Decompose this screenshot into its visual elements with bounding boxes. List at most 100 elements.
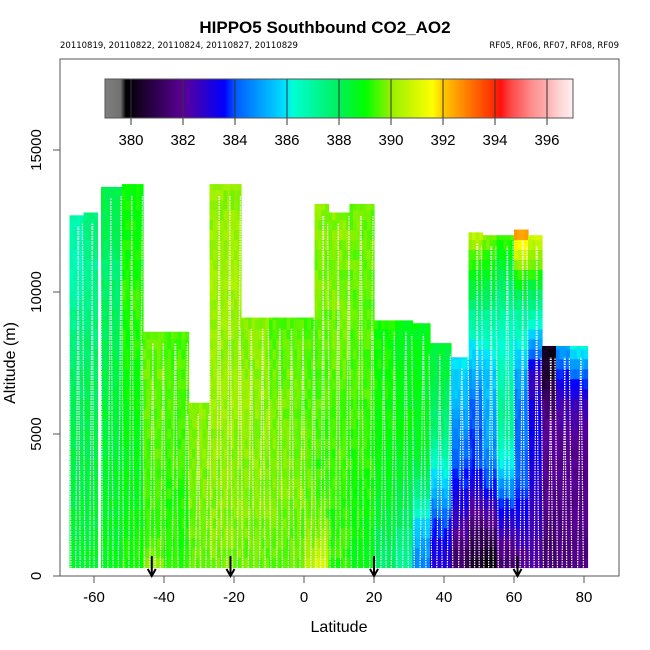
heatmap-cell [493, 358, 498, 370]
heatmap-cell [160, 537, 165, 549]
heatmap-cell [493, 235, 498, 241]
flight-track [466, 243, 471, 568]
heatmap-cell [486, 368, 491, 380]
heatmap-cell [542, 438, 547, 449]
heatmap-cell [129, 448, 134, 459]
heatmap-cell [489, 235, 494, 241]
heatmap-cell [549, 557, 554, 569]
heatmap-cell [479, 478, 484, 489]
heatmap-cell [115, 388, 120, 400]
heatmap-cell [370, 378, 375, 390]
heatmap-cell [258, 398, 263, 410]
heatmap-cell [346, 478, 351, 489]
heatmap-cell [405, 547, 410, 559]
heatmap-cell [251, 557, 256, 569]
heatmap-cell [132, 289, 137, 300]
heatmap-cell [517, 338, 522, 350]
heatmap-cell [111, 378, 116, 390]
heatmap-cell [388, 517, 393, 529]
heatmap-cell [157, 537, 162, 549]
heatmap-cell [454, 517, 459, 529]
heatmap-cell [370, 478, 375, 489]
flight-track [461, 368, 465, 568]
heatmap-cell [398, 358, 403, 370]
heatmap-cell [122, 468, 127, 479]
heatmap-cell [69, 279, 74, 290]
heatmap-cell [241, 388, 246, 400]
heatmap-cell [153, 557, 158, 569]
heatmap-cell [223, 478, 228, 489]
heatmap-cell [269, 418, 274, 429]
heatmap-cell [139, 527, 144, 539]
heatmap-cell [167, 358, 172, 370]
heatmap-cell [283, 338, 288, 350]
heatmap-cell [363, 458, 368, 469]
heatmap-cell [566, 468, 571, 479]
heatmap-cell [524, 507, 529, 519]
heatmap-cell [367, 299, 372, 310]
heatmap-cell [146, 428, 151, 439]
heatmap-cell [150, 547, 155, 559]
heatmap-cell [367, 378, 372, 390]
heatmap-cell [132, 184, 137, 191]
heatmap-cell [213, 229, 218, 241]
heatmap-cell [318, 408, 323, 419]
heatmap-cell [220, 259, 225, 270]
heatmap-cell [384, 348, 389, 360]
heatmap-cell [167, 487, 172, 499]
heatmap-cell [146, 517, 151, 529]
heatmap-cell [94, 418, 99, 429]
heatmap-cell [528, 318, 533, 330]
heatmap-cell [409, 517, 414, 529]
heatmap-cell [465, 418, 470, 429]
heatmap-cell [234, 229, 239, 241]
heatmap-cell [290, 438, 295, 449]
heatmap-cell [388, 428, 393, 439]
heatmap-cell [101, 229, 106, 241]
heatmap-cell [178, 388, 183, 400]
heatmap-cell [220, 299, 225, 310]
heatmap-cell [293, 487, 298, 499]
heatmap-cell [381, 348, 386, 360]
heatmap-cell [269, 527, 274, 539]
heatmap-cell [272, 468, 277, 479]
heatmap-cell [528, 448, 533, 459]
heatmap-cell [325, 318, 330, 330]
heatmap-cell [342, 478, 347, 489]
heatmap-cell [468, 232, 473, 241]
heatmap-cell [353, 368, 358, 380]
heatmap-cell [307, 318, 312, 330]
heatmap-cell [80, 557, 85, 569]
heatmap-cell [384, 328, 389, 340]
heatmap-cell [514, 338, 519, 350]
heatmap-cell [234, 358, 239, 370]
heatmap-cell [573, 527, 578, 539]
heatmap-cell [132, 408, 137, 419]
heatmap-cell [577, 398, 582, 410]
heatmap-cell [143, 408, 148, 419]
heatmap-cell [433, 348, 438, 360]
heatmap-cell [146, 418, 151, 429]
heatmap-cell [311, 527, 316, 539]
heatmap-cell [479, 378, 484, 390]
heatmap-cell [486, 418, 491, 429]
heatmap-cell [349, 299, 354, 310]
heatmap-cell [202, 402, 207, 410]
heatmap-cell [321, 537, 326, 549]
heatmap-cell [353, 318, 358, 330]
heatmap-cell [566, 348, 571, 360]
heatmap-cell [269, 547, 274, 559]
heatmap-cell [251, 497, 256, 509]
heatmap-cell [398, 478, 403, 489]
heatmap-cell [118, 219, 123, 231]
heatmap-cell [507, 235, 512, 241]
heatmap-cell [444, 448, 449, 459]
heatmap-cell [377, 328, 382, 340]
flight-track [291, 328, 295, 568]
heatmap-cell [136, 199, 141, 211]
heatmap-cell [122, 239, 127, 250]
heatmap-cell [412, 468, 417, 479]
heatmap-cell [570, 358, 575, 370]
heatmap-cell [111, 219, 116, 231]
heatmap-cell [73, 398, 78, 410]
